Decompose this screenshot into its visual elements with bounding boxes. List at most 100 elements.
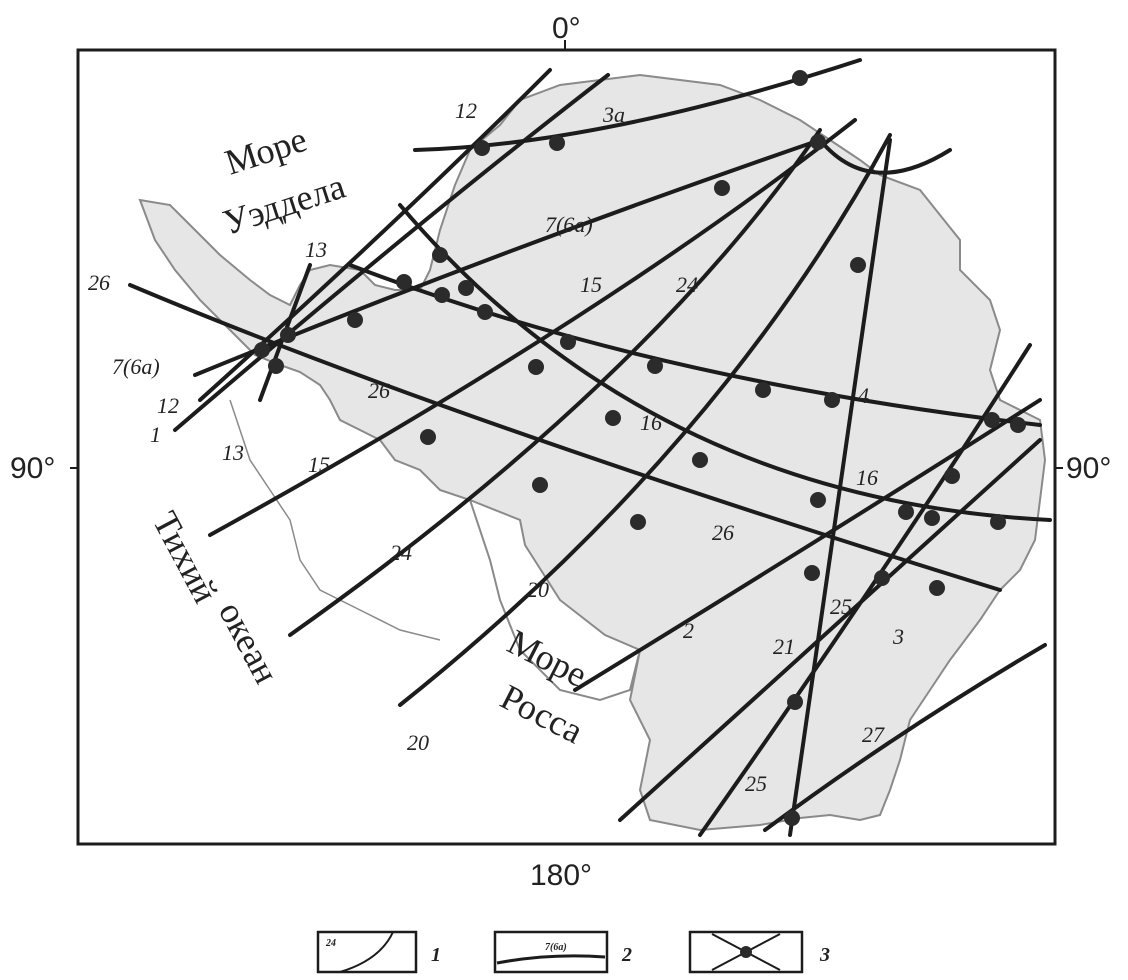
- peninsula-detail: [229, 399, 441, 641]
- sea-label-weddell-line1: Море: [220, 119, 311, 183]
- degree-label-top: 0°: [552, 12, 581, 45]
- line-label: 12: [455, 98, 477, 123]
- node: [898, 504, 914, 520]
- node: [824, 392, 840, 408]
- node: [792, 70, 808, 86]
- legend-item-1: 24 1: [316, 930, 441, 974]
- legend-curve: [339, 931, 394, 973]
- line-label: 16: [856, 465, 878, 490]
- node: [984, 412, 1000, 428]
- node: [944, 468, 960, 484]
- sea-label-pacific-line2: океан: [211, 595, 287, 690]
- line-1: [173, 73, 610, 432]
- node: [268, 358, 284, 374]
- line-label: 13: [222, 440, 244, 465]
- line-label: 21: [773, 634, 795, 659]
- line-label: 3а: [602, 102, 625, 127]
- line-24: [288, 128, 822, 637]
- node: [784, 810, 800, 826]
- line-15: [208, 118, 857, 537]
- legend-inner-label: 7(6а): [545, 942, 567, 953]
- line-label: 7(6а): [545, 212, 593, 237]
- node: [714, 180, 730, 196]
- node: [420, 429, 436, 445]
- node: [605, 410, 621, 426]
- line-21: [618, 438, 1042, 822]
- node: [630, 514, 646, 530]
- line-3-lower: [698, 343, 1032, 837]
- node: [692, 452, 708, 468]
- line-label: 25: [830, 594, 852, 619]
- node: [458, 280, 474, 296]
- line-2: [573, 398, 1042, 692]
- intersection-nodes: [254, 70, 1026, 826]
- line-label: 24: [676, 272, 698, 297]
- node: [1010, 417, 1026, 433]
- line-label: 13: [305, 237, 327, 262]
- node: [810, 134, 826, 150]
- node: [929, 580, 945, 596]
- node: [804, 565, 820, 581]
- legend-swatch: [493, 930, 609, 974]
- legend: 24 1 7(6а) 2 3: [316, 930, 830, 974]
- node: [347, 312, 363, 328]
- node: [787, 694, 803, 710]
- node: [810, 492, 826, 508]
- node: [528, 359, 544, 375]
- node: [549, 135, 565, 151]
- degree-label-left: 90°: [10, 452, 55, 485]
- line-label: 16: [640, 410, 662, 435]
- legend-label: 3: [819, 944, 830, 966]
- line-26-upper: [128, 283, 1002, 592]
- line-spur-upper: [818, 138, 952, 175]
- line-label: 25: [745, 771, 767, 796]
- degree-label-bottom: 180°: [530, 859, 592, 892]
- line-27: [763, 643, 1047, 832]
- line-label: 20: [527, 577, 549, 602]
- line-label: 2: [683, 618, 694, 643]
- legend-label: 1: [431, 944, 441, 966]
- node: [477, 304, 493, 320]
- node: [874, 570, 890, 586]
- line-label: 4: [858, 383, 869, 408]
- line-label: 12: [157, 393, 179, 418]
- legend-item-3: 3: [688, 930, 830, 974]
- line-label: 15: [580, 272, 602, 297]
- line-label: 27: [862, 722, 885, 747]
- node: [850, 257, 866, 273]
- node: [280, 327, 296, 343]
- ross-ice-inlet: [468, 498, 642, 702]
- degree-label-right: 90°: [1066, 452, 1111, 485]
- line-label: 26: [712, 520, 734, 545]
- legend-swatch: [316, 930, 418, 974]
- node: [560, 334, 576, 350]
- line-number-labels: 12 3а 7(6а) 13 26 15 24 7(6а) 12 1 13 26…: [88, 98, 904, 796]
- node: [434, 287, 450, 303]
- line-label: 3: [892, 624, 904, 649]
- legend-label: 2: [621, 944, 632, 966]
- line-20: [398, 133, 892, 707]
- line-label: 1: [150, 422, 161, 447]
- node: [474, 140, 490, 156]
- node: [924, 510, 940, 526]
- legend-inner-label: 24: [325, 938, 336, 949]
- sea-label-pacific-line1: Тихий: [145, 505, 226, 609]
- line-label: 24: [390, 540, 412, 565]
- legend-item-2: 7(6а) 2: [493, 930, 632, 974]
- line-3a: [413, 58, 862, 152]
- line-label: 26: [88, 270, 110, 295]
- line-label: 20: [407, 730, 429, 755]
- lineament-lines: [128, 58, 1052, 837]
- node: [254, 342, 270, 358]
- node: [532, 477, 548, 493]
- node: [396, 274, 412, 290]
- line-label: 15: [308, 452, 330, 477]
- map-frame: [76, 48, 1057, 846]
- node: [990, 514, 1006, 530]
- node: [755, 382, 771, 398]
- line-label: 7(6а): [112, 354, 160, 379]
- legend-node: [740, 946, 752, 958]
- node: [432, 247, 448, 263]
